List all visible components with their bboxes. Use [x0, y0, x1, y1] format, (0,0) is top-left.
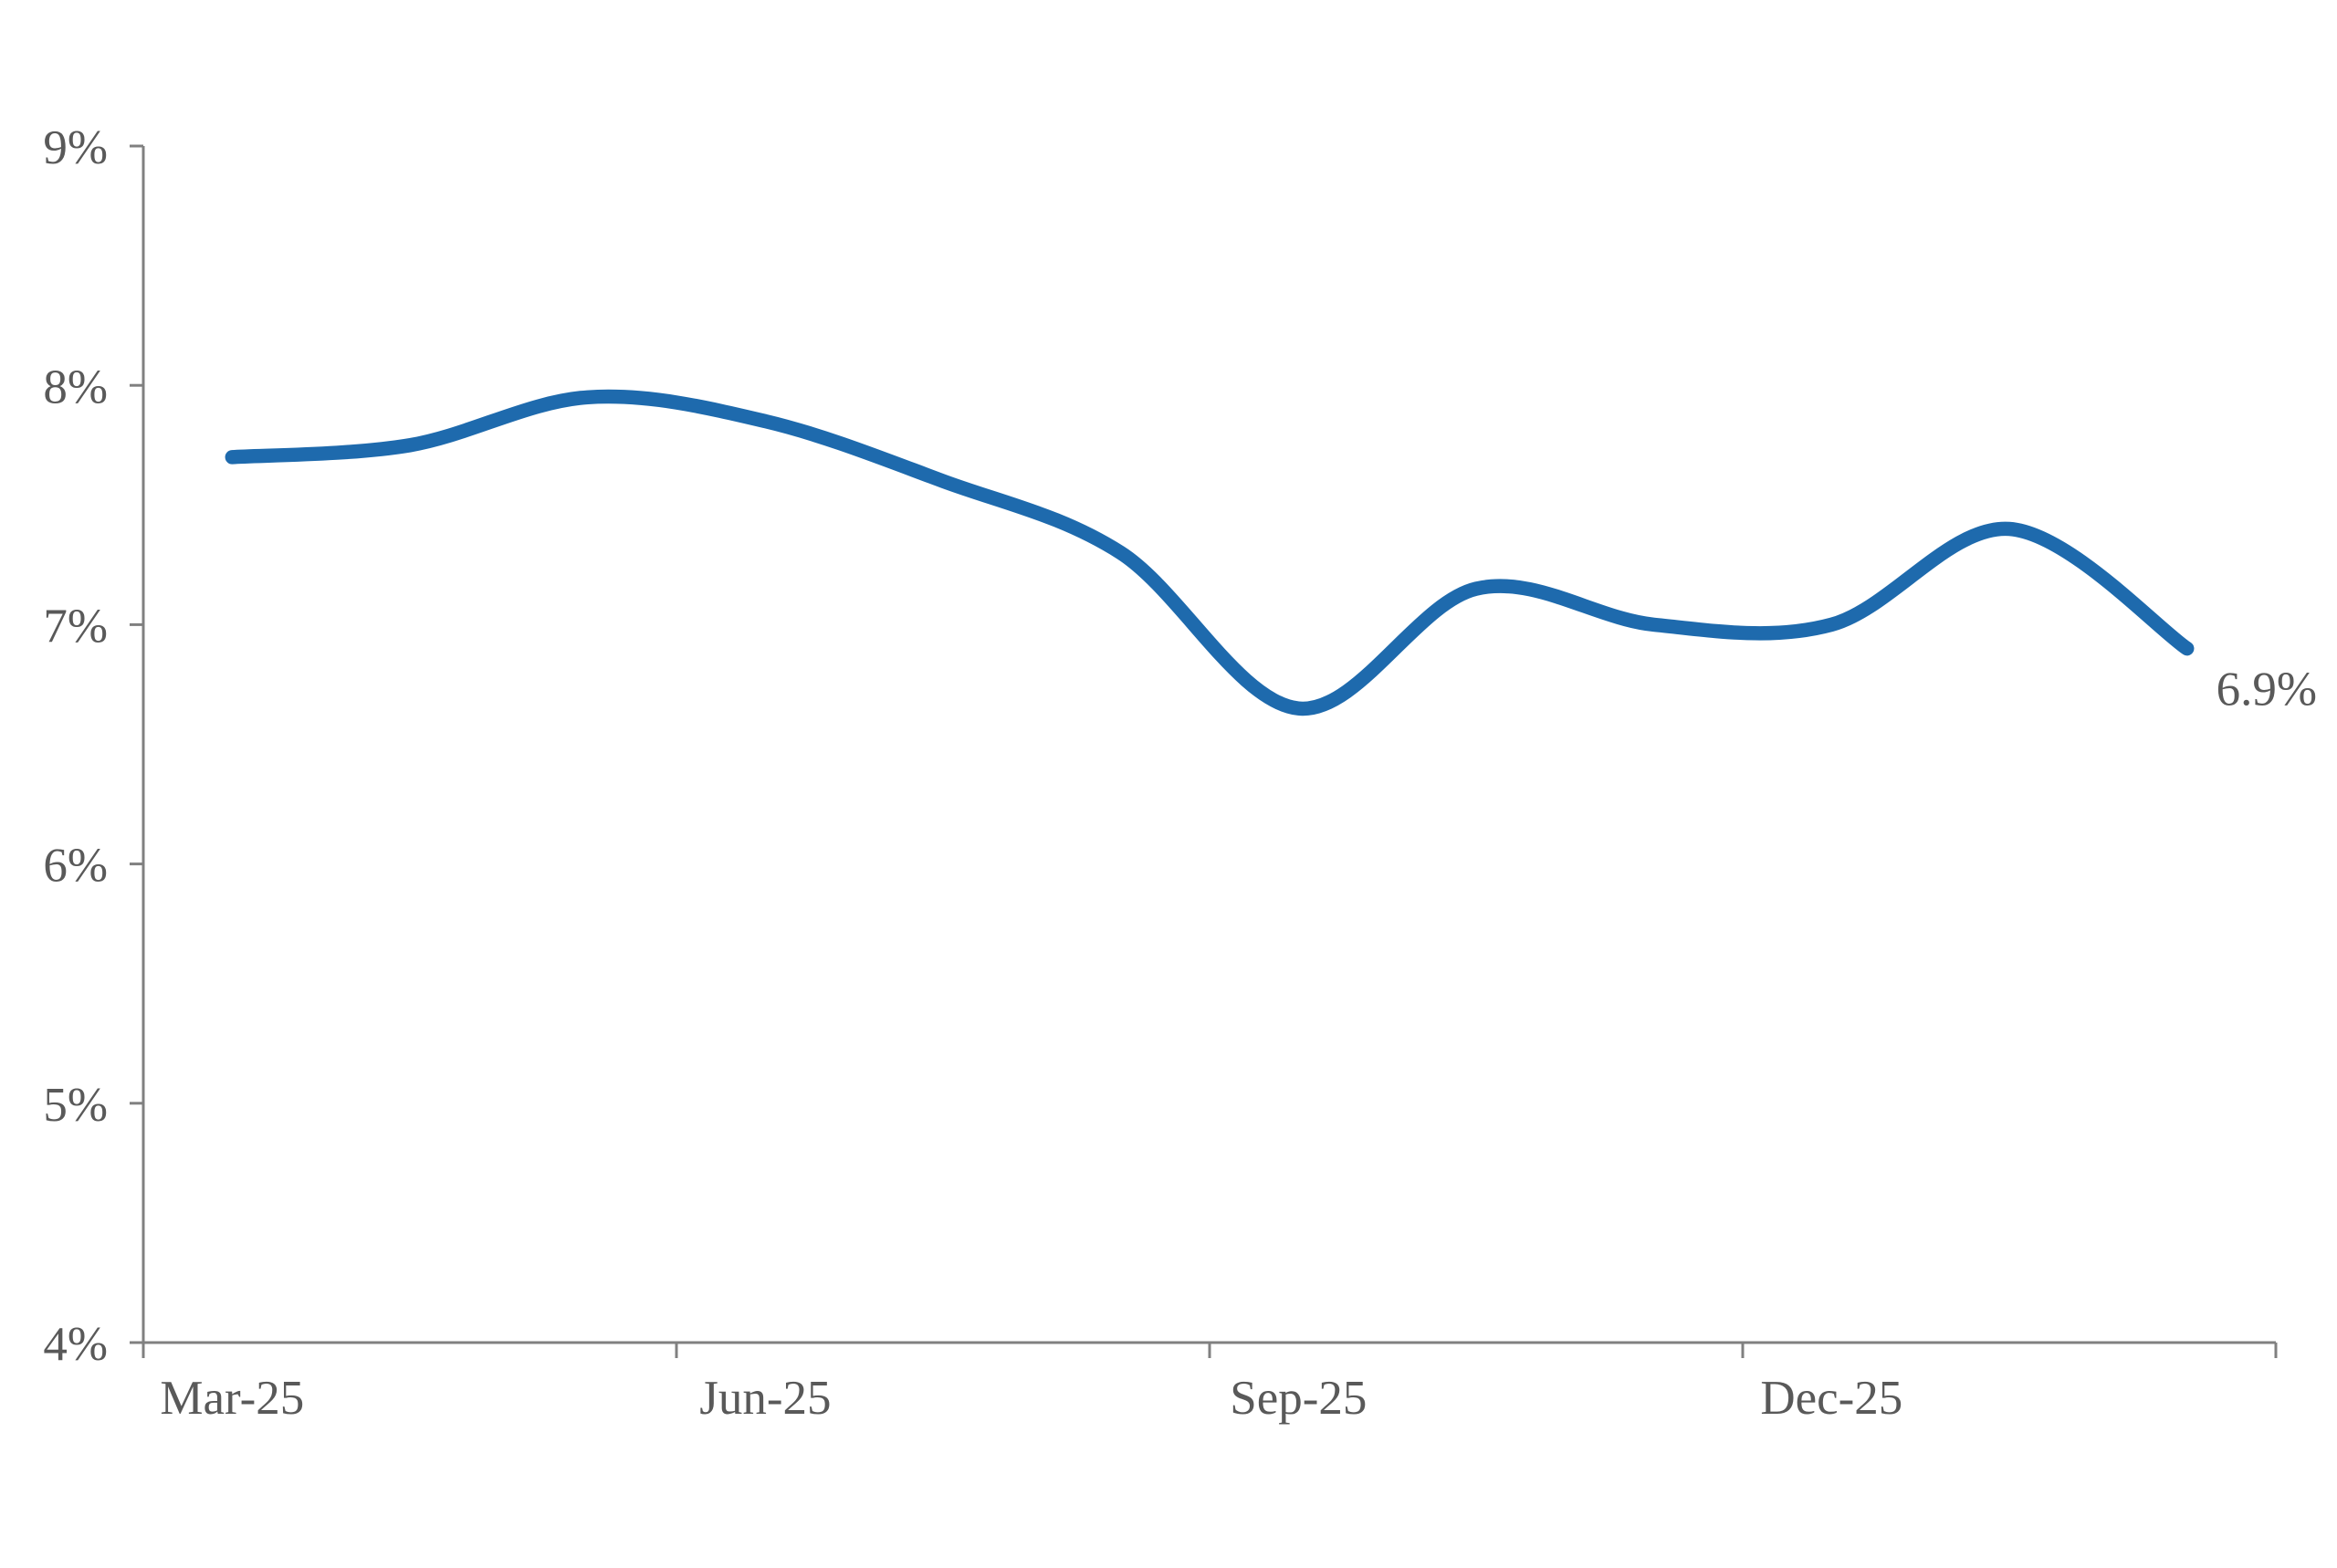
y-axis-tick-label: 8%: [43, 361, 108, 413]
series-end-label: 6.9%: [2216, 664, 2317, 716]
y-axis-tick-label: 5%: [43, 1079, 108, 1132]
x-axis-tick-label: Jun-25: [699, 1372, 831, 1425]
y-axis-tick-label: 6%: [43, 840, 108, 893]
y-axis-tick-label: 7%: [43, 600, 108, 653]
y-axis-tick-label: 9%: [43, 121, 108, 174]
x-axis-tick-label: Mar-25: [160, 1372, 304, 1425]
y-axis-tick-label: 4%: [43, 1318, 108, 1371]
x-axis-tick-label: Dec-25: [1760, 1372, 1902, 1425]
x-axis-tick-label: Sep-25: [1230, 1372, 1367, 1425]
series-line: [225, 389, 2195, 716]
